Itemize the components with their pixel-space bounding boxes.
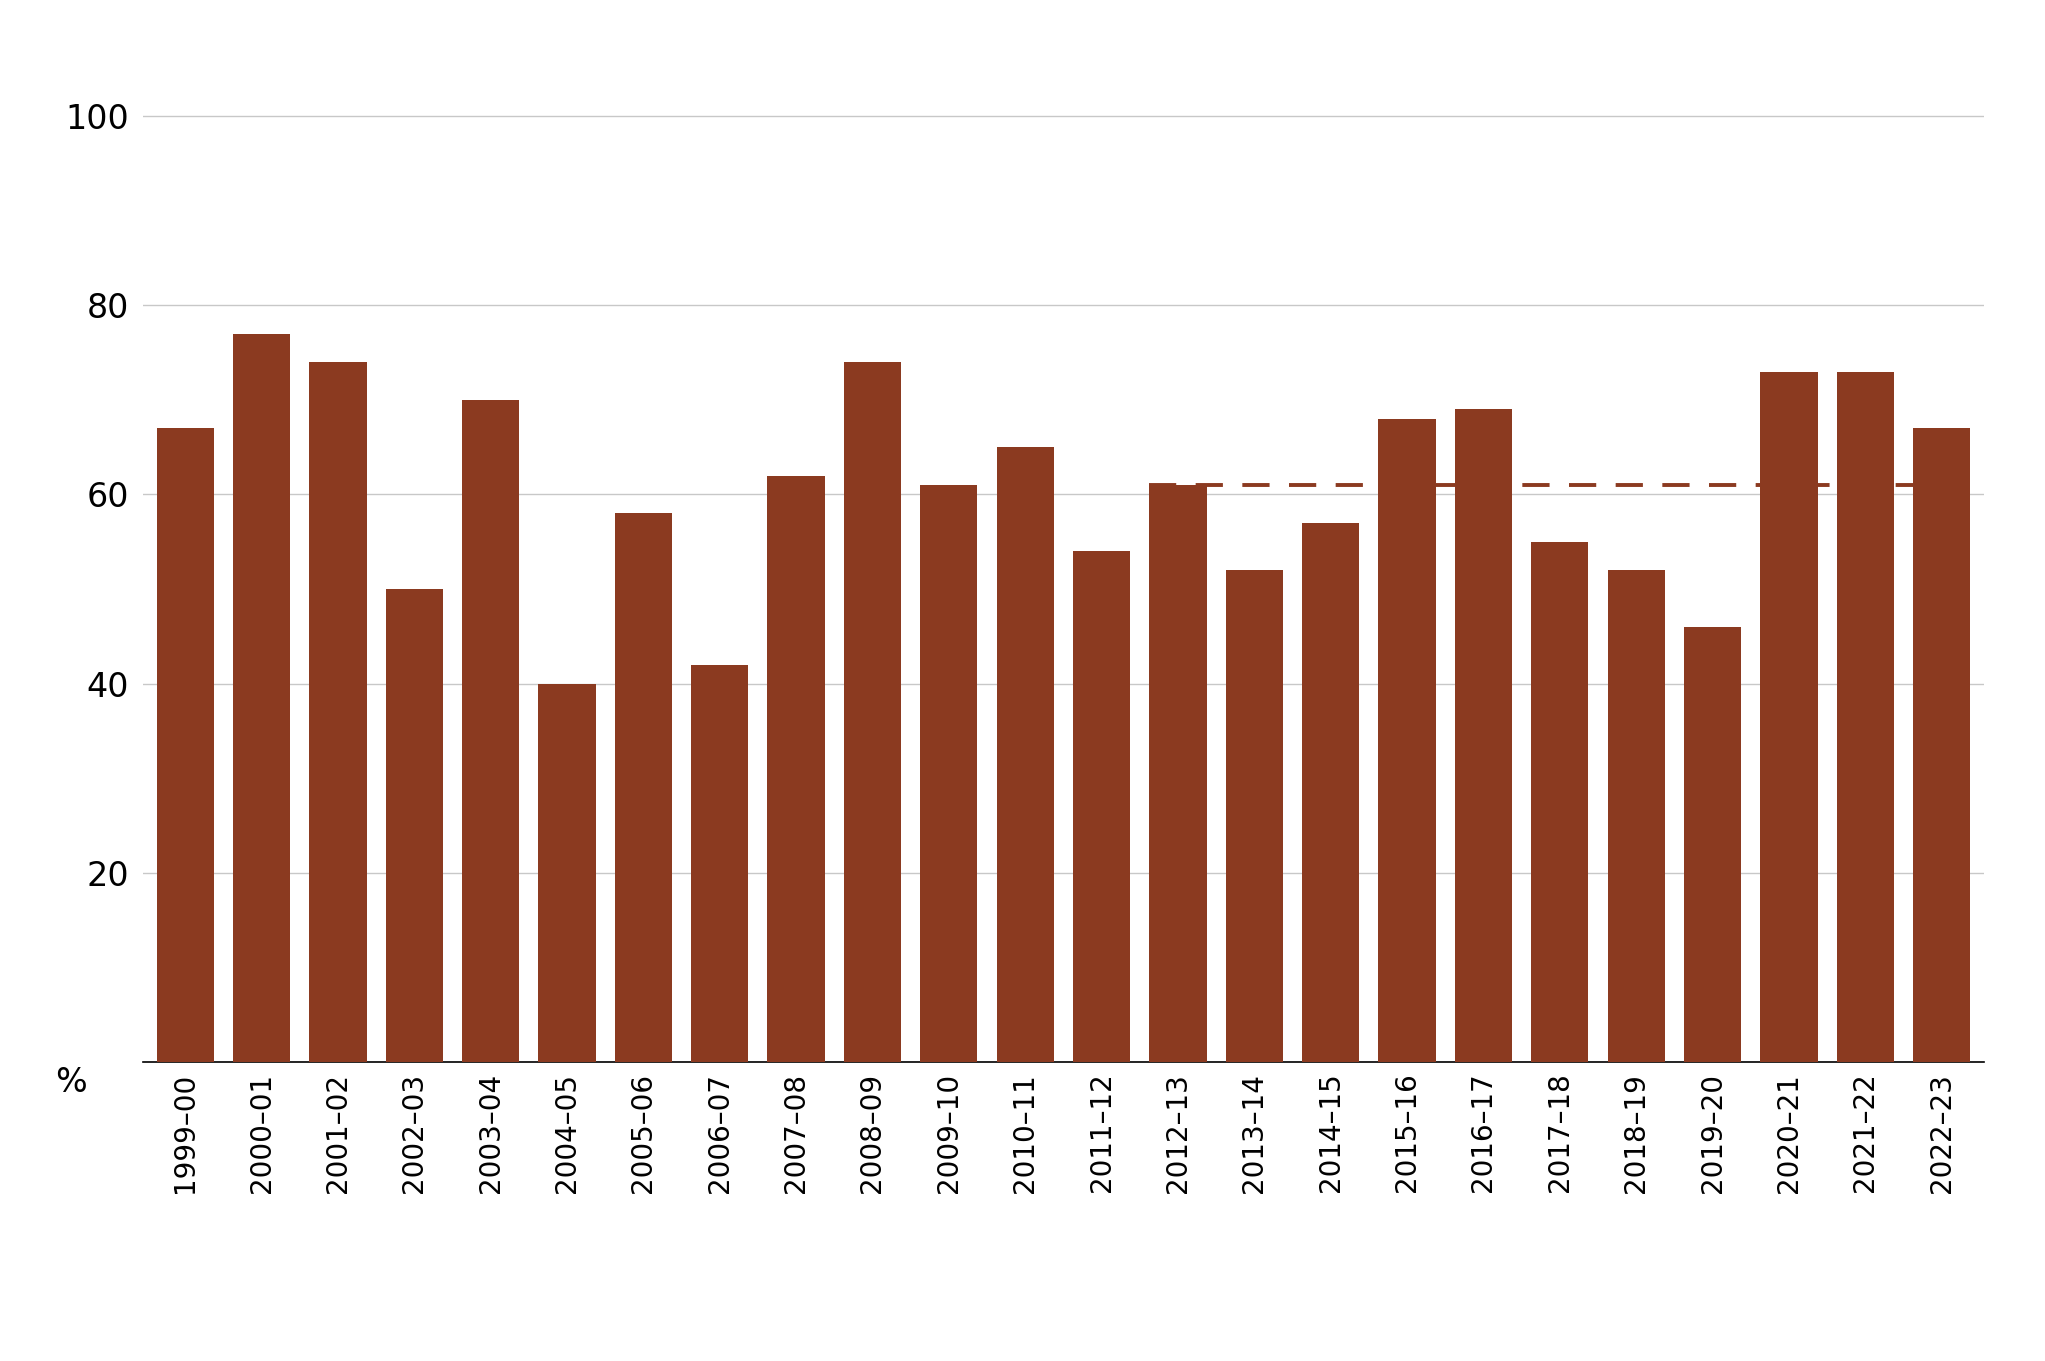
Bar <box>157 429 215 1062</box>
Bar <box>462 400 519 1062</box>
Bar <box>1683 627 1740 1062</box>
Bar <box>1149 485 1207 1062</box>
Bar <box>1836 372 1894 1062</box>
Bar <box>996 448 1053 1062</box>
Bar <box>387 589 444 1062</box>
Bar <box>845 362 902 1062</box>
Bar <box>920 485 978 1062</box>
Bar <box>1912 429 1969 1062</box>
Bar <box>1607 570 1665 1062</box>
Bar <box>538 683 595 1062</box>
Bar <box>1454 410 1511 1062</box>
Bar <box>767 475 824 1062</box>
Bar <box>1074 551 1131 1062</box>
Bar <box>309 362 366 1062</box>
Text: %: % <box>55 1066 86 1100</box>
Bar <box>1761 372 1818 1062</box>
Bar <box>1225 570 1282 1062</box>
Bar <box>233 333 290 1062</box>
Bar <box>1303 523 1360 1062</box>
Bar <box>691 664 748 1062</box>
Bar <box>1532 542 1589 1062</box>
Bar <box>616 513 673 1062</box>
Bar <box>1378 419 1436 1062</box>
